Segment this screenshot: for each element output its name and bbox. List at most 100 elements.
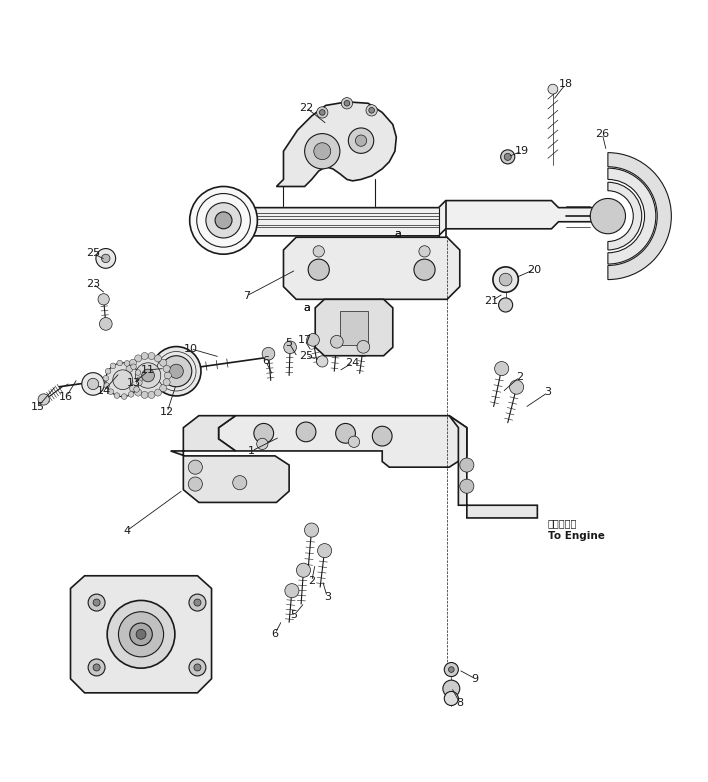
Circle shape <box>369 107 375 113</box>
Text: a: a <box>394 229 401 239</box>
Circle shape <box>148 353 155 360</box>
Circle shape <box>194 664 201 671</box>
Text: 3: 3 <box>324 592 331 602</box>
Circle shape <box>135 363 161 388</box>
Text: 14: 14 <box>96 386 110 396</box>
Circle shape <box>308 259 329 280</box>
Circle shape <box>355 135 367 146</box>
Text: 2: 2 <box>516 372 523 382</box>
Wedge shape <box>608 152 671 280</box>
Circle shape <box>141 353 148 360</box>
Circle shape <box>344 100 350 106</box>
Polygon shape <box>217 201 622 236</box>
Text: 1: 1 <box>249 446 256 456</box>
Circle shape <box>297 563 311 577</box>
Circle shape <box>128 392 134 397</box>
Text: 12: 12 <box>160 407 174 417</box>
Circle shape <box>304 523 319 537</box>
Text: 7: 7 <box>244 291 251 301</box>
Circle shape <box>499 273 512 286</box>
Text: 5: 5 <box>290 610 297 620</box>
Circle shape <box>254 423 273 443</box>
Circle shape <box>126 365 133 372</box>
Circle shape <box>493 267 518 292</box>
Wedge shape <box>608 182 641 250</box>
Circle shape <box>141 392 148 399</box>
Circle shape <box>262 347 275 360</box>
Circle shape <box>348 128 374 153</box>
Circle shape <box>215 212 232 229</box>
Circle shape <box>206 203 241 238</box>
Circle shape <box>348 436 360 447</box>
Circle shape <box>93 664 100 671</box>
Circle shape <box>316 107 328 118</box>
Circle shape <box>161 356 192 387</box>
Circle shape <box>189 594 206 611</box>
Circle shape <box>126 378 133 386</box>
Text: 8: 8 <box>456 698 463 708</box>
Circle shape <box>314 143 331 160</box>
Circle shape <box>257 438 268 450</box>
Circle shape <box>190 186 258 254</box>
Circle shape <box>38 394 50 405</box>
Circle shape <box>134 386 139 393</box>
Circle shape <box>135 370 141 375</box>
Circle shape <box>160 385 166 392</box>
Circle shape <box>88 659 105 676</box>
Text: 4: 4 <box>123 526 130 536</box>
Text: 2: 2 <box>308 576 315 586</box>
Circle shape <box>590 199 625 234</box>
Polygon shape <box>219 416 467 467</box>
Circle shape <box>105 368 111 374</box>
Polygon shape <box>71 576 212 693</box>
Circle shape <box>304 134 340 169</box>
Circle shape <box>331 335 343 348</box>
Circle shape <box>341 98 353 109</box>
Text: a: a <box>303 303 310 314</box>
Circle shape <box>104 382 110 389</box>
Circle shape <box>313 246 324 257</box>
Text: 11: 11 <box>141 365 155 375</box>
Text: 25: 25 <box>86 249 100 259</box>
Wedge shape <box>608 168 656 264</box>
Circle shape <box>459 458 474 472</box>
Text: a: a <box>303 303 310 314</box>
Circle shape <box>319 109 325 115</box>
Circle shape <box>160 359 166 366</box>
Circle shape <box>285 583 299 597</box>
Circle shape <box>82 373 104 395</box>
Text: 10: 10 <box>183 343 198 353</box>
Circle shape <box>316 356 328 367</box>
Text: 26: 26 <box>595 128 610 138</box>
Circle shape <box>495 361 509 375</box>
Circle shape <box>118 612 164 657</box>
Text: 18: 18 <box>559 79 573 89</box>
Text: 6: 6 <box>271 629 278 639</box>
Text: 19: 19 <box>515 146 529 156</box>
Text: 23: 23 <box>86 279 100 289</box>
Circle shape <box>125 372 132 379</box>
Text: To Engine: To Engine <box>548 530 605 540</box>
Circle shape <box>108 389 113 394</box>
Circle shape <box>164 372 171 379</box>
Circle shape <box>188 460 202 474</box>
Circle shape <box>548 84 558 94</box>
Text: 17: 17 <box>297 335 312 345</box>
Circle shape <box>444 691 458 705</box>
Circle shape <box>110 363 116 368</box>
Circle shape <box>414 259 435 280</box>
Polygon shape <box>276 102 396 186</box>
Circle shape <box>88 594 105 611</box>
Circle shape <box>152 346 201 396</box>
Text: 22: 22 <box>299 102 313 113</box>
Text: 3: 3 <box>544 387 552 397</box>
Circle shape <box>93 599 100 606</box>
Circle shape <box>137 380 142 386</box>
Circle shape <box>189 659 206 676</box>
Circle shape <box>307 334 319 346</box>
Circle shape <box>163 365 170 372</box>
Circle shape <box>357 340 370 353</box>
Polygon shape <box>315 300 393 356</box>
Circle shape <box>169 364 183 378</box>
Circle shape <box>498 298 513 312</box>
